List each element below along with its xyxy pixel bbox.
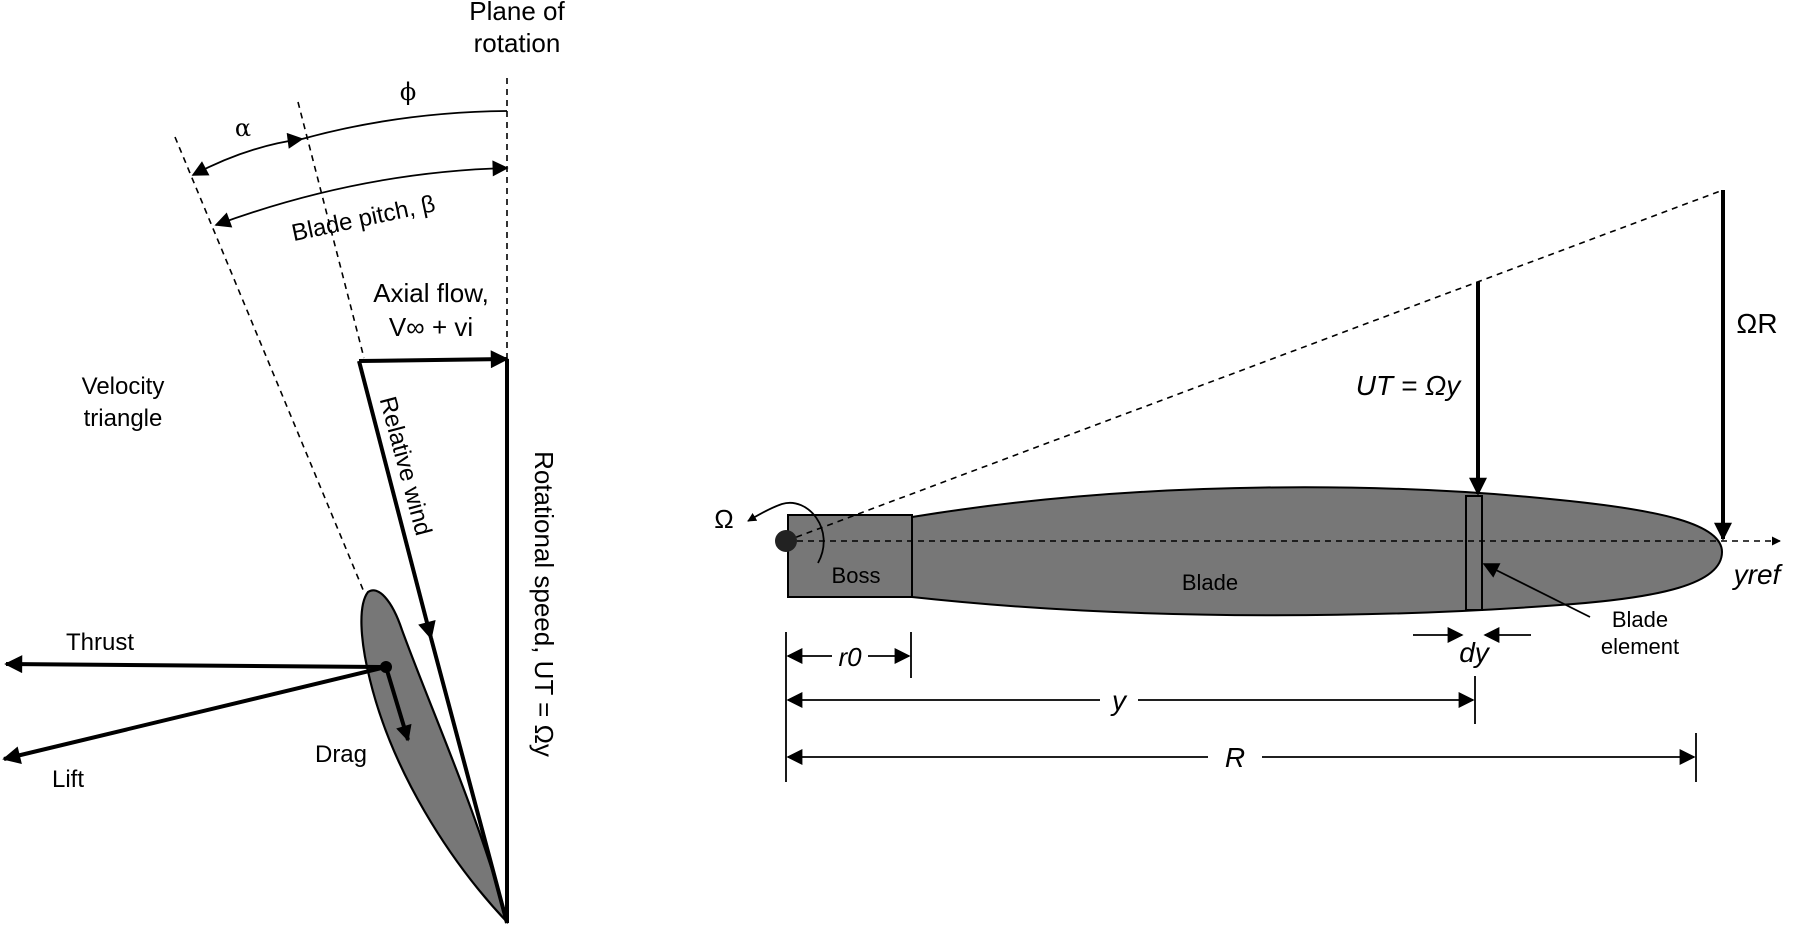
velocity-triangle-label-2: triangle [84,405,163,432]
blade-element-strip [1465,495,1483,611]
relative-wind-label: Relative wind [374,394,437,539]
rotational-speed-label: Rotational speed, UT = Ωy [529,451,559,757]
velocity-envelope-line [785,189,1724,542]
rotation-arrow [747,501,825,564]
blade-label: Blade [1182,570,1238,595]
aerodynamic-center-dot [380,661,392,673]
drag-arrow [384,666,412,742]
drag-label: Drag [315,741,367,768]
omega-r-label: ΩR [1736,308,1777,339]
velocity-triangle-panel: Plane of rotation ϕ α Blade pitch, β Axi… [2,0,565,925]
axial-flow-arrow [358,350,509,369]
boss-label: Boss [832,563,881,588]
dy-label: dy [1459,637,1491,668]
plane-of-rotation-label-1: Plane of [469,0,565,26]
R-label: R [1225,742,1245,773]
relative-wind-line [297,101,365,359]
thrust-label: Thrust [66,629,134,656]
lift-label: Lift [52,766,84,793]
blade-element-pointer [1482,563,1591,618]
alpha-label: α [235,114,251,142]
lift-arrow [2,665,387,764]
phi-label: ϕ [400,78,416,106]
y-ref-label: yref [1732,559,1784,590]
relative-wind-arrow [357,360,436,640]
omega-label: Ω [714,504,733,534]
r0-label: r0 [838,642,862,672]
phi-arc [301,110,508,140]
blade-element-label-2: element [1601,634,1679,659]
relative-wind-continuation [429,637,509,924]
axial-flow-label-2: V∞ + vi [389,312,473,342]
y-label: y [1110,685,1128,716]
blade-body [911,486,1724,617]
plane-of-rotation-label-2: rotation [474,28,561,58]
blade-pitch-arc [214,160,509,228]
alpha-arc [191,132,304,176]
axial-flow-label-1: Axial flow, [373,278,489,308]
ut-omega-y-label: UT = Ωy [1356,370,1463,401]
thrust-arrow [4,655,387,674]
airfoil [360,589,510,924]
blade-element-label-1: Blade [1612,607,1668,632]
velocity-triangle-label-1: Velocity [82,373,165,400]
hub-dot [775,530,797,552]
boss [787,514,913,598]
blade-pitch-label: Blade pitch, β [289,190,437,247]
chord-line [174,136,365,593]
blade-element-panel: Ω ΩR UT = Ωy Boss Blade Blade element yr… [714,189,1784,782]
